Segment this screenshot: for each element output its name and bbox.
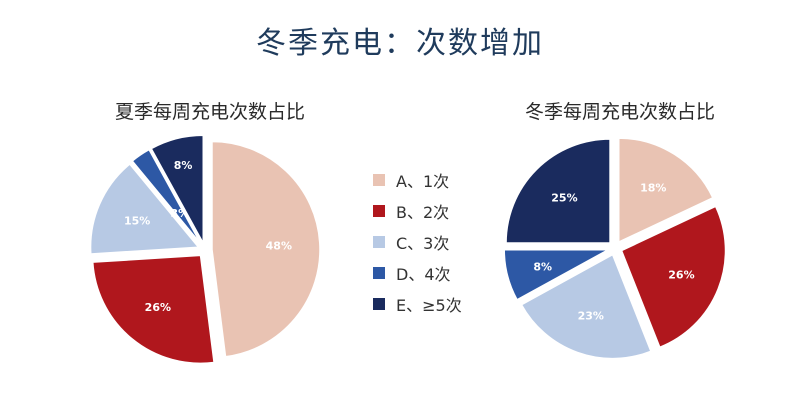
legend-item: E、≥5次 [373, 288, 462, 319]
legend-swatch [373, 235, 385, 248]
slice-label: 26% [145, 301, 171, 314]
slice-label: 18% [640, 182, 666, 195]
summer-pie-chart: 48%26%15%3%8% [89, 134, 321, 365]
pie-slice [503, 248, 609, 301]
slice-label: 8% [174, 159, 193, 172]
winter-pie-chart: 18% 26% 23% 8% 25% [503, 137, 727, 360]
pie-slice [211, 140, 321, 358]
legend-item: C、3次 [373, 226, 462, 257]
legend-label: D、4次 [396, 264, 451, 284]
pie-slice [520, 253, 652, 360]
legend-item: B、2次 [373, 195, 462, 226]
pie-slice [620, 205, 727, 349]
legend-item: A、1次 [373, 164, 462, 195]
legend-label: A、1次 [396, 171, 450, 191]
pie-slice [618, 137, 714, 244]
legend-swatch [373, 173, 385, 186]
slice-label: 26% [668, 268, 694, 281]
legend-swatch [373, 204, 385, 217]
legend-label: B、2次 [396, 202, 450, 222]
legend-swatch [373, 297, 385, 310]
pie-slice [89, 162, 201, 255]
legend: A、1次 B、2次 C、3次 D、4次 E、≥5次 [373, 164, 462, 319]
pie-slice [131, 148, 202, 245]
legend-label: C、3次 [396, 233, 450, 253]
slice-label: 25% [551, 191, 577, 204]
winter-chart-title: 冬季每周充电次数占比 [524, 101, 715, 123]
slice-label: 15% [124, 215, 150, 228]
page-title: 冬季充电：次数增加 [256, 26, 544, 61]
legend-swatch [373, 266, 385, 279]
legend-label: E、≥5次 [396, 295, 462, 315]
pie-slice [91, 254, 215, 365]
legend-item: D、4次 [373, 257, 462, 288]
pie-slice [505, 138, 611, 244]
pie-slice [150, 134, 205, 244]
slice-label: 48% [266, 239, 292, 252]
slice-label: 23% [578, 309, 604, 322]
summer-chart-title: 夏季每周充电次数占比 [114, 101, 305, 123]
slice-label: 8% [533, 261, 552, 274]
